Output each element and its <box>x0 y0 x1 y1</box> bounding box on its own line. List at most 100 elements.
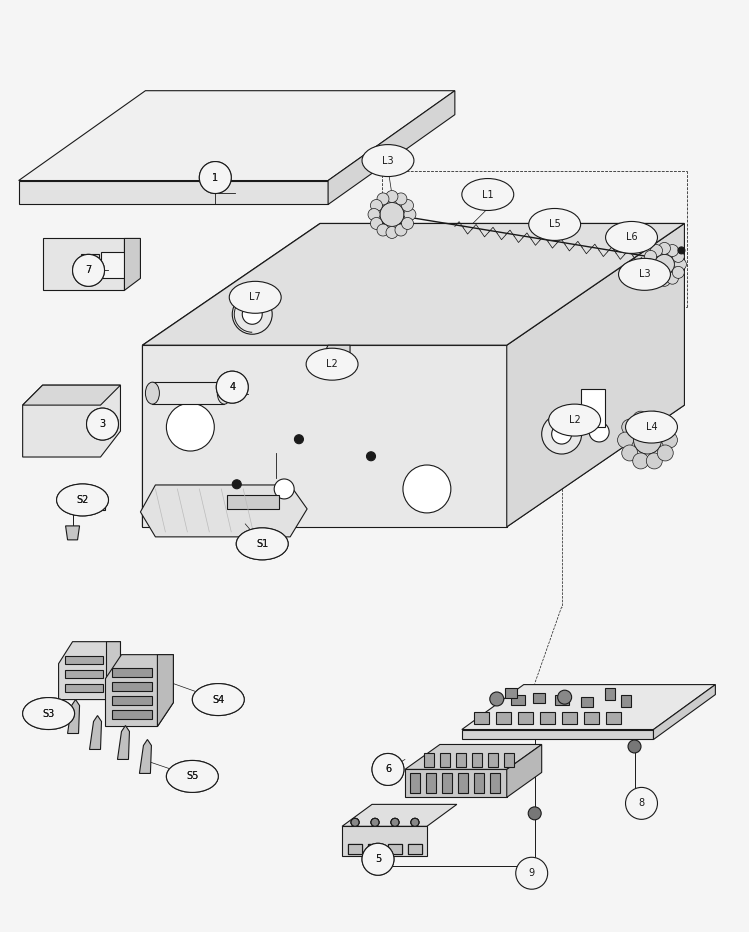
Circle shape <box>372 753 404 786</box>
Ellipse shape <box>22 697 75 730</box>
FancyBboxPatch shape <box>368 844 382 855</box>
Circle shape <box>294 434 303 444</box>
Text: 4: 4 <box>229 382 235 392</box>
Circle shape <box>411 818 419 827</box>
Circle shape <box>650 244 662 256</box>
Text: S2: S2 <box>76 495 88 505</box>
Polygon shape <box>507 224 685 527</box>
Polygon shape <box>19 181 328 204</box>
FancyBboxPatch shape <box>442 774 452 793</box>
Circle shape <box>395 193 407 205</box>
Circle shape <box>634 426 661 454</box>
Text: L6: L6 <box>625 232 637 242</box>
Circle shape <box>371 199 383 212</box>
Circle shape <box>274 479 294 499</box>
FancyBboxPatch shape <box>604 689 614 700</box>
Circle shape <box>87 408 118 440</box>
Circle shape <box>490 692 504 706</box>
Circle shape <box>391 818 399 827</box>
Ellipse shape <box>145 382 160 404</box>
FancyBboxPatch shape <box>606 712 620 724</box>
Circle shape <box>232 295 272 335</box>
Circle shape <box>368 209 380 221</box>
Polygon shape <box>22 385 121 405</box>
Circle shape <box>528 859 542 872</box>
Polygon shape <box>139 739 151 774</box>
Circle shape <box>403 465 451 513</box>
FancyBboxPatch shape <box>408 844 422 855</box>
Circle shape <box>542 414 582 454</box>
Text: S4: S4 <box>212 694 225 705</box>
Circle shape <box>380 202 404 226</box>
Circle shape <box>401 199 413 212</box>
FancyBboxPatch shape <box>368 844 382 855</box>
FancyBboxPatch shape <box>458 774 468 793</box>
Text: L7: L7 <box>249 293 261 302</box>
FancyBboxPatch shape <box>474 712 489 724</box>
FancyBboxPatch shape <box>504 753 514 767</box>
Circle shape <box>401 217 413 229</box>
Circle shape <box>351 818 359 827</box>
FancyBboxPatch shape <box>456 753 466 767</box>
Circle shape <box>362 843 394 875</box>
Ellipse shape <box>57 484 109 516</box>
Circle shape <box>391 818 399 827</box>
Circle shape <box>633 411 649 427</box>
Circle shape <box>625 788 658 819</box>
Circle shape <box>622 445 637 461</box>
FancyBboxPatch shape <box>505 688 517 698</box>
Circle shape <box>645 251 657 263</box>
FancyBboxPatch shape <box>581 390 605 427</box>
FancyBboxPatch shape <box>496 712 511 724</box>
Text: 3: 3 <box>100 419 106 429</box>
Circle shape <box>404 209 416 221</box>
FancyBboxPatch shape <box>63 494 105 510</box>
FancyBboxPatch shape <box>488 753 498 767</box>
Text: 4: 4 <box>229 382 235 392</box>
Text: 1: 1 <box>212 172 219 183</box>
Polygon shape <box>66 526 79 540</box>
Circle shape <box>216 371 248 404</box>
Polygon shape <box>22 385 121 457</box>
FancyBboxPatch shape <box>388 844 402 855</box>
Circle shape <box>622 419 637 435</box>
FancyBboxPatch shape <box>388 844 402 855</box>
FancyBboxPatch shape <box>511 695 525 705</box>
Circle shape <box>667 244 679 256</box>
Circle shape <box>377 224 389 236</box>
Polygon shape <box>118 725 130 760</box>
Circle shape <box>646 453 662 469</box>
Circle shape <box>667 272 679 284</box>
Polygon shape <box>342 804 457 827</box>
Circle shape <box>658 445 673 461</box>
Text: S5: S5 <box>187 772 198 781</box>
FancyBboxPatch shape <box>112 681 152 691</box>
Circle shape <box>391 818 399 827</box>
Circle shape <box>372 753 404 786</box>
FancyBboxPatch shape <box>408 844 422 855</box>
Ellipse shape <box>306 349 358 380</box>
Text: L3: L3 <box>639 269 650 280</box>
Ellipse shape <box>22 697 75 730</box>
Ellipse shape <box>619 258 670 291</box>
Polygon shape <box>67 700 79 733</box>
Text: 6: 6 <box>385 764 391 774</box>
Text: 6: 6 <box>385 764 391 774</box>
Circle shape <box>650 272 662 284</box>
Text: S1: S1 <box>256 539 268 549</box>
FancyBboxPatch shape <box>64 669 103 678</box>
Text: L5: L5 <box>549 219 560 229</box>
Circle shape <box>242 305 262 324</box>
FancyBboxPatch shape <box>64 683 103 692</box>
FancyBboxPatch shape <box>555 695 568 705</box>
FancyBboxPatch shape <box>348 844 362 855</box>
Polygon shape <box>342 827 427 857</box>
Text: S5: S5 <box>187 772 198 781</box>
FancyBboxPatch shape <box>540 712 555 724</box>
Circle shape <box>371 818 379 827</box>
Polygon shape <box>90 716 102 749</box>
Circle shape <box>655 254 674 274</box>
Circle shape <box>589 422 609 442</box>
Circle shape <box>628 740 641 753</box>
Text: 5: 5 <box>374 855 381 864</box>
